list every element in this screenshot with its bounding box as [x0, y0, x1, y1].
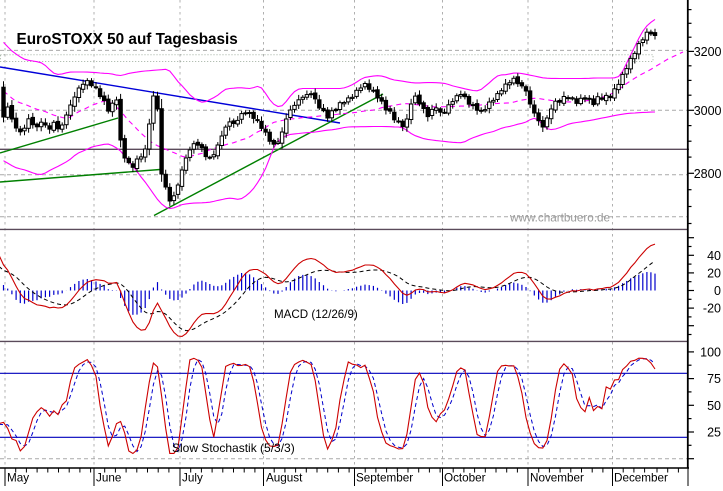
svg-text:50: 50 — [707, 399, 721, 413]
svg-text:June: June — [96, 472, 121, 485]
svg-text:September: September — [356, 472, 413, 485]
svg-text:October: October — [444, 472, 486, 485]
svg-text:www.chartbuero.de: www.chartbuero.de — [509, 212, 610, 225]
svg-text:MACD (12/26/9): MACD (12/26/9) — [274, 308, 358, 321]
svg-text:2800: 2800 — [694, 167, 722, 181]
svg-text:December: December — [614, 472, 668, 485]
svg-text:3200: 3200 — [694, 45, 722, 59]
svg-text:20: 20 — [707, 266, 721, 280]
svg-text:Slow Stochastik (5/3/3): Slow Stochastik (5/3/3) — [172, 441, 295, 455]
svg-text:25: 25 — [707, 426, 721, 440]
svg-text:-20: -20 — [703, 302, 721, 316]
svg-text:May: May — [7, 472, 29, 485]
svg-text:0: 0 — [714, 284, 721, 298]
svg-text:November: November — [530, 472, 584, 485]
svg-text:July: July — [182, 472, 203, 485]
svg-text:75: 75 — [707, 372, 721, 386]
svg-text:EuroSTOXX 50 auf Tagesbasis: EuroSTOXX 50 auf Tagesbasis — [17, 31, 238, 48]
svg-text:100: 100 — [700, 345, 721, 359]
svg-text:3000: 3000 — [694, 104, 722, 118]
svg-text:August: August — [266, 472, 303, 485]
svg-text:40: 40 — [707, 249, 721, 263]
